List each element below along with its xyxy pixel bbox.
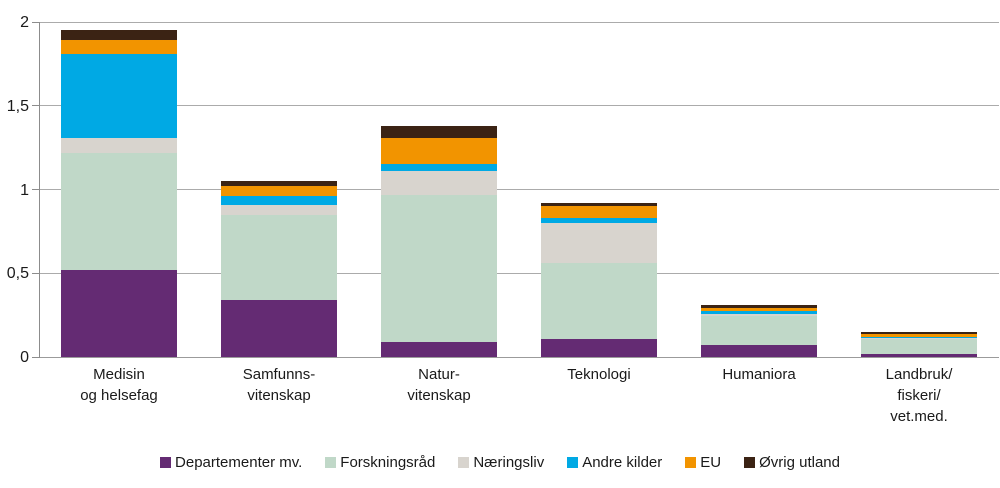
bar-segment — [221, 300, 337, 357]
x-axis-line — [39, 356, 999, 358]
bar-segment — [701, 308, 817, 311]
legend-swatch — [744, 456, 756, 468]
legend-label: Øvrig utland — [759, 453, 840, 471]
y-tick-label: 0,5 — [6, 265, 29, 283]
bar-segment — [381, 341, 497, 357]
legend-label: Andre kilder — [582, 453, 663, 471]
bar-segment — [61, 53, 177, 138]
y-tick — [32, 272, 39, 274]
legend-label: EU — [700, 453, 722, 471]
bar-segment — [541, 263, 657, 339]
bar-segment — [861, 336, 977, 338]
bar-segment — [701, 345, 817, 357]
legend-item: Øvrig utland — [744, 454, 840, 471]
bar-segment — [61, 269, 177, 357]
bar-segment — [861, 353, 977, 357]
bar-segment — [221, 204, 337, 215]
x-axis-category-label: Landbruk/ fiskeri/ vet.med. — [885, 366, 953, 425]
y-gridline — [39, 105, 999, 107]
bar-segment — [61, 137, 177, 153]
bar-segment — [861, 338, 977, 354]
bar-segment — [61, 40, 177, 54]
bar-segment — [541, 223, 657, 264]
bar-segment — [381, 194, 497, 342]
bar-segment — [541, 206, 657, 218]
legend-label: Departementer mv. — [175, 453, 303, 471]
y-tick — [32, 105, 39, 107]
bar-segment — [701, 314, 817, 316]
y-tick-label: 1 — [20, 181, 29, 199]
y-gridline — [39, 272, 999, 274]
x-axis-category-label: Humaniora — [722, 366, 796, 383]
legend-item: Forskningsråd — [325, 454, 435, 471]
legend-item: EU — [685, 454, 721, 471]
y-tick — [32, 21, 39, 23]
y-tick-label: 1,5 — [6, 97, 29, 115]
y-tick-label: 2 — [20, 14, 29, 31]
x-axis-category-label: Samfunns- vitenskap — [242, 366, 316, 404]
bar-segment — [381, 164, 497, 172]
legend-item: Departementer mv. — [160, 454, 302, 471]
bar-segment — [541, 202, 657, 207]
legend: Departementer mv. Forskningsråd Næringsliv… — [0, 451, 1000, 473]
legend-item: Andre kilder — [567, 454, 662, 471]
bar-segment — [701, 310, 817, 315]
bar-segment — [381, 125, 497, 138]
y-gridline — [39, 21, 999, 23]
bar-segment — [221, 186, 337, 197]
y-axis-line — [39, 22, 40, 358]
y-tick — [32, 189, 39, 190]
bar-segment — [381, 137, 497, 165]
x-axis-category-label: Teknologi — [567, 366, 631, 383]
legend-item: Næringsliv — [458, 454, 544, 471]
bar-segment — [701, 305, 817, 309]
y-tick-label: 0 — [20, 349, 29, 366]
bar-segment — [541, 338, 657, 357]
bar-segment — [541, 217, 657, 223]
legend-swatch — [325, 456, 337, 468]
y-gridline — [39, 189, 999, 190]
bar-segment — [61, 30, 177, 41]
bar-segment — [221, 181, 337, 187]
bar-segment — [861, 337, 977, 339]
legend-swatch — [160, 456, 172, 468]
bar-segment — [61, 152, 177, 270]
legend-label: Næringsliv — [473, 453, 545, 471]
bar-segment — [861, 333, 977, 337]
x-axis-category-label: Natur- vitenskap — [407, 366, 471, 404]
legend-swatch — [458, 456, 470, 468]
legend-label: Forskningsråd — [340, 453, 436, 471]
legend-swatch — [685, 456, 697, 468]
x-axis-category-label: Medisin og helsefag — [80, 366, 158, 404]
bar-segment — [701, 315, 817, 346]
bar-segment — [861, 331, 977, 334]
bar-segment — [221, 214, 337, 301]
bar-segment — [221, 196, 337, 205]
y-tick — [32, 356, 39, 358]
bar-segment — [381, 171, 497, 195]
legend-swatch — [567, 456, 579, 468]
